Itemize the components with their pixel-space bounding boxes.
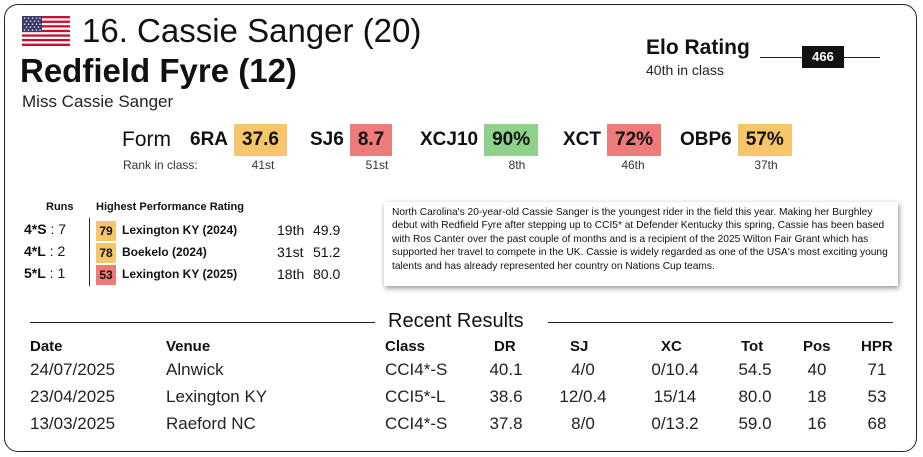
hpr-event: Lexington KY (2024): [122, 223, 238, 237]
result-tot: 54.5: [738, 360, 772, 379]
result-dr: 40.1: [489, 360, 523, 379]
result-xc: 0/10.4: [651, 360, 699, 379]
form-rank: 8th: [508, 158, 526, 172]
result-class: CCI4*-S: [385, 414, 448, 433]
col-header-class: Class: [385, 338, 426, 355]
form-rank: 37th: [754, 158, 778, 172]
runs-count: 5*L : 1: [24, 265, 66, 281]
col-header-tot: Tot: [741, 338, 764, 355]
recent-results-rule-left: [30, 322, 375, 323]
form-rank: 46th: [621, 158, 645, 172]
result-date: 13/03/2025: [30, 414, 116, 433]
elo-value-badge: 466: [802, 46, 844, 68]
form-code: SJ6: [310, 129, 344, 150]
owner-name: Miss Cassie Sanger: [22, 92, 174, 111]
result-sj: 4/0: [571, 360, 595, 379]
col-header-xc: XC: [661, 338, 682, 355]
col-header-hpr: HPR: [861, 338, 893, 355]
recent-results-rule-right: [548, 322, 893, 323]
result-tot: 59.0: [738, 414, 772, 433]
runs-divider: [89, 218, 90, 286]
hpr-score: 51.2: [313, 244, 341, 260]
form-code: XCT: [563, 129, 601, 150]
form-value: 90%: [484, 124, 539, 156]
runs-count: 4*S : 7: [24, 221, 67, 237]
form-code: XCJ10: [420, 129, 479, 150]
hpr-position: 18th: [277, 266, 305, 282]
hpr-score: 49.9: [313, 222, 341, 238]
col-header-sj: SJ: [570, 338, 589, 355]
hpr-score: 80.0: [313, 266, 341, 282]
hpr-position: 31st: [277, 244, 304, 260]
hpr-row: 5*L : 1 53 Lexington KY (2025) 18th 80.0: [0, 265, 360, 285]
result-hpr: 71: [867, 360, 887, 379]
form-item-6ra: 6RA 37.6: [190, 124, 287, 156]
form-value: 8.7: [349, 124, 393, 156]
hpr-event: Lexington KY (2025): [122, 267, 238, 281]
hpr-rating: 78: [96, 243, 116, 263]
form-value: 57%: [737, 124, 792, 156]
form-rank: 51st: [365, 158, 389, 172]
result-venue: Lexington KY: [166, 387, 268, 406]
us-flag-icon: [22, 16, 70, 46]
hpr-event: Boekelo (2024): [122, 245, 207, 259]
col-header-pos: Pos: [803, 338, 831, 355]
form-item-sj6: SJ6 8.7: [310, 124, 393, 156]
form-item-obp6: OBP6 57%: [680, 124, 792, 156]
result-sj: 12/0.4: [559, 387, 607, 406]
hpr-position: 19th: [277, 222, 305, 238]
result-dr: 38.6: [489, 387, 523, 406]
hpr-rating: 53: [96, 265, 116, 285]
rider-title: 16. Cassie Sanger (20): [82, 12, 422, 49]
result-pos: 18: [807, 387, 827, 406]
hpr-rating: 79: [96, 221, 116, 241]
form-code: 6RA: [190, 129, 229, 150]
result-pos: 40: [807, 360, 827, 379]
result-xc: 15/14: [653, 387, 697, 406]
form-value: 72%: [607, 124, 662, 156]
elo-rank: 40th in class: [646, 62, 724, 78]
horse-name: Redfield Fyre (12): [20, 52, 297, 89]
rank-in-class-label: Rank in class:: [123, 158, 198, 172]
result-date: 23/04/2025: [30, 387, 116, 406]
hpr-row: 4*L : 2 78 Boekelo (2024) 31st 51.2: [0, 243, 360, 263]
col-header-venue: Venue: [166, 338, 211, 355]
recent-results-title: Recent Results: [388, 310, 524, 332]
result-venue: Raeford NC: [166, 414, 256, 433]
rider-bio: North Carolina's 20-year-old Cassie Sang…: [384, 202, 898, 286]
form-rank: 41st: [251, 158, 275, 172]
result-dr: 37.8: [489, 414, 523, 433]
runs-count: 4*L : 2: [24, 243, 66, 259]
col-header-date: Date: [30, 338, 63, 355]
result-xc: 0/13.2: [651, 414, 699, 433]
result-venue: Alnwick: [166, 360, 224, 379]
form-value: 37.6: [234, 124, 287, 156]
runs-heading: Runs: [46, 201, 74, 213]
result-hpr: 53: [867, 387, 887, 406]
result-class: CCI5*-L: [385, 387, 446, 406]
result-class: CCI4*-S: [385, 360, 448, 379]
result-hpr: 68: [867, 414, 887, 433]
result-pos: 16: [807, 414, 827, 433]
result-sj: 8/0: [571, 414, 595, 433]
form-item-xct: XCT 72%: [563, 124, 662, 156]
col-header-dr: DR: [494, 338, 516, 355]
result-date: 24/07/2025: [30, 360, 116, 379]
elo-label: Elo Rating: [646, 36, 750, 59]
form-code: OBP6: [680, 129, 732, 150]
hpr-row: 4*S : 7 79 Lexington KY (2024) 19th 49.9: [0, 221, 360, 241]
result-tot: 80.0: [738, 387, 772, 406]
form-item-xcj10: XCJ10 90%: [420, 124, 539, 156]
form-label: Form: [122, 128, 171, 151]
hpr-heading: Highest Performance Rating: [96, 201, 244, 213]
